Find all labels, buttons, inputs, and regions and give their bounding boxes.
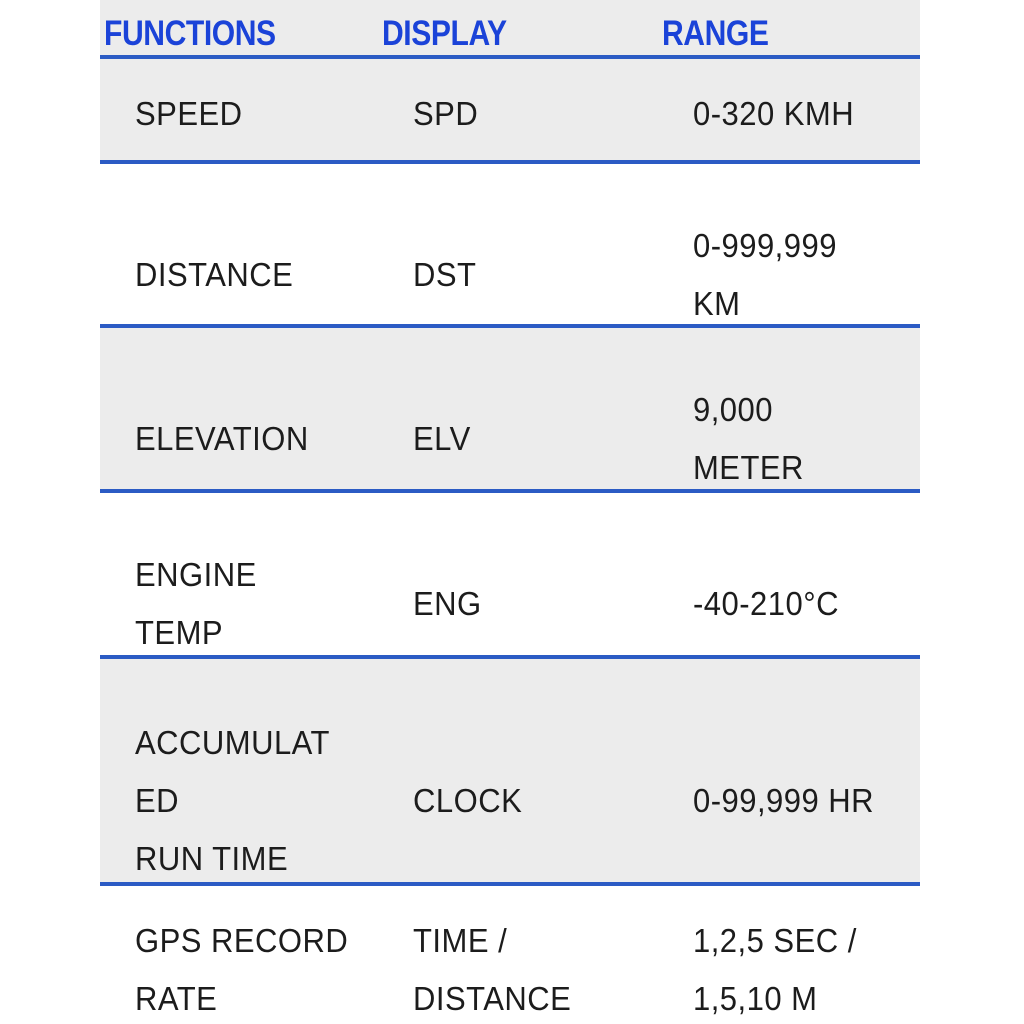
table-header-row: FUNCTIONS DISPLAY RANGE xyxy=(100,0,920,59)
cell-text-line: TIME / xyxy=(413,922,508,959)
cell-text-line: ENG xyxy=(413,585,482,622)
cell-range: 9,000 METER xyxy=(693,381,919,497)
cell-text-line: KM xyxy=(693,285,741,322)
cell-display: CLOCK xyxy=(413,772,648,830)
cell-text-line: SPEED xyxy=(135,95,243,132)
cell-text-line: METER xyxy=(693,449,804,486)
table-row: GPS RECORD RATE TIME / DISTANCE 1,2,5 SE… xyxy=(100,886,920,1024)
specification-table: FUNCTIONS DISPLAY RANGE SPEED SPD 0-320 … xyxy=(100,0,920,1024)
cell-text-line: DISTANCE xyxy=(135,256,294,293)
cell-function: SPEED xyxy=(135,85,370,143)
cell-text-line: GPS RECORD xyxy=(135,922,349,959)
column-header-functions: FUNCTIONS xyxy=(104,14,276,53)
cell-text-line: TEMP xyxy=(135,614,224,651)
cell-text-line: CLOCK xyxy=(413,782,523,819)
cell-text-line: 0-320 KMH xyxy=(693,95,855,132)
cell-function: DISTANCE xyxy=(135,246,370,304)
cell-function: ACCUMULAT ED RUN TIME xyxy=(135,714,370,888)
cell-display: ENG xyxy=(413,575,648,633)
cell-text-line: ELEVATION xyxy=(135,420,309,457)
cell-function: ENGINE TEMP xyxy=(135,546,370,662)
cell-text-line: ACCUMULAT xyxy=(135,724,330,761)
cell-text-line: ENGINE xyxy=(135,556,257,593)
column-header-range: RANGE xyxy=(662,14,769,53)
cell-range: 1,2,5 SEC / 1,5,10 M xyxy=(693,912,919,1024)
cell-text-line: 0-999,999 xyxy=(693,227,837,264)
cell-text-line: RUN TIME xyxy=(135,840,289,877)
table-row: ENGINE TEMP ENG -40-210°C xyxy=(100,493,920,659)
cell-text-line: 9,000 xyxy=(693,391,773,428)
table-row: DISTANCE DST 0-999,999 KM xyxy=(100,164,920,328)
cell-text-line: 0-99,999 HR xyxy=(693,782,875,819)
cell-text-line: ELV xyxy=(413,420,471,457)
cell-range: 0-320 KMH xyxy=(693,85,919,143)
column-header-display: DISPLAY xyxy=(382,14,507,53)
cell-text-line: SPD xyxy=(413,95,479,132)
cell-function: ELEVATION xyxy=(135,410,370,468)
cell-range: 0-99,999 HR xyxy=(693,772,919,830)
cell-text-line: -40-210°C xyxy=(693,585,839,622)
cell-text-line: 1,5,10 M xyxy=(693,980,818,1017)
cell-text-line: ED xyxy=(135,782,180,819)
cell-text-line: 1,2,5 SEC / xyxy=(693,922,857,959)
cell-display: DST xyxy=(413,246,648,304)
cell-text-line: DST xyxy=(413,256,477,293)
cell-range: 0-999,999 KM xyxy=(693,217,919,333)
cell-display: SPD xyxy=(413,85,648,143)
table-row: ELEVATION ELV 9,000 METER xyxy=(100,328,920,493)
table-row: SPEED SPD 0-320 KMH xyxy=(100,59,920,164)
cell-range: -40-210°C xyxy=(693,575,919,633)
table-row: ACCUMULAT ED RUN TIME CLOCK 0-99,999 HR xyxy=(100,659,920,886)
cell-function: GPS RECORD RATE xyxy=(135,912,370,1024)
cell-display: TIME / DISTANCE xyxy=(413,912,648,1024)
cell-text-line: DISTANCE xyxy=(413,980,572,1017)
cell-text-line: RATE xyxy=(135,980,218,1017)
cell-display: ELV xyxy=(413,410,648,468)
